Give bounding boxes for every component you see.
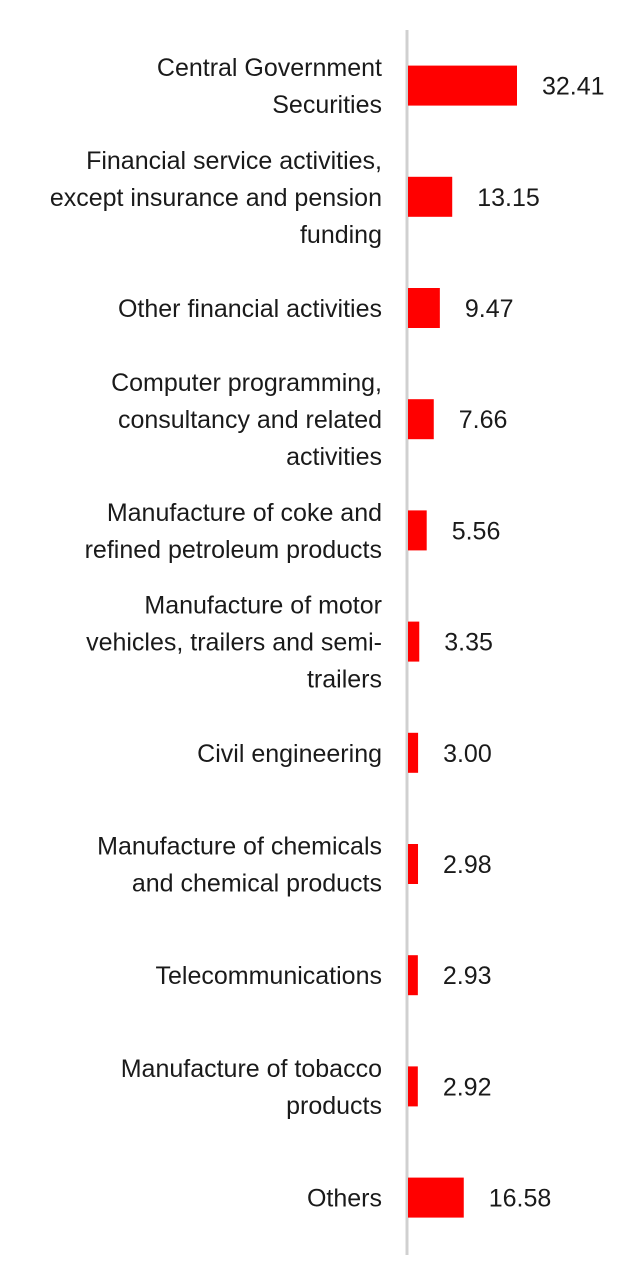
category-label: Other financial activities xyxy=(118,295,382,323)
category-label: Telecommunications xyxy=(156,962,383,990)
bars-group xyxy=(408,65,517,1218)
value-label: 3.00 xyxy=(443,740,492,768)
value-label: 16.58 xyxy=(489,1185,552,1213)
bar xyxy=(408,1066,418,1107)
bar xyxy=(408,399,434,440)
category-label-line: products xyxy=(286,1092,382,1120)
bar xyxy=(408,65,517,106)
bar xyxy=(408,955,418,996)
value-label: 7.66 xyxy=(459,406,508,434)
category-label: Others xyxy=(307,1185,382,1213)
category-label-line: Central Government xyxy=(157,54,382,82)
value-label: 5.56 xyxy=(452,517,501,545)
category-label-line: vehicles, trailers and semi- xyxy=(86,629,382,657)
bar xyxy=(408,844,419,884)
value-label: 2.98 xyxy=(443,851,492,879)
category-label-line: consultancy and related xyxy=(118,406,382,434)
bar xyxy=(408,176,453,217)
category-label: Computer programming, consultancy and rel… xyxy=(111,369,382,471)
category-label: Manufacture of tobacco products xyxy=(121,1055,382,1120)
category-label-line: Securities xyxy=(272,91,382,119)
category-label: Central Government Securities xyxy=(157,54,382,119)
bar xyxy=(408,1177,464,1218)
value-label: 9.47 xyxy=(465,295,514,323)
bar xyxy=(408,510,427,551)
category-label: Civil engineering xyxy=(197,740,382,768)
category-label-line: Financial service activities, xyxy=(86,147,382,175)
value-label: 32.41 xyxy=(542,73,605,101)
category-label: Manufacture of chemicals and chemical pro… xyxy=(97,833,382,898)
category-label-line: Civil engineering xyxy=(197,740,382,768)
bar xyxy=(408,288,440,328)
category-label-line: Telecommunications xyxy=(156,962,383,990)
category-label-line: Manufacture of chemicals xyxy=(97,833,382,861)
category-label-line: and chemical products xyxy=(132,870,382,898)
value-label: 13.15 xyxy=(477,184,540,212)
category-label-line: Manufacture of motor xyxy=(144,592,382,620)
category-label-line: Others xyxy=(307,1185,382,1213)
category-label-line: except insurance and pension xyxy=(50,184,382,212)
value-label: 2.92 xyxy=(443,1073,492,1101)
category-label-line: activities xyxy=(286,443,382,471)
category-labels-group: Central Government Securities Financial se… xyxy=(50,54,383,1213)
value-labels-group: 32.41 13.15 9.47 7.66 5.56 3.35 3.00 2.98 2.93 2.… xyxy=(443,73,605,1213)
bar xyxy=(408,621,420,662)
category-label-line: Manufacture of coke and xyxy=(107,499,382,527)
category-label-line: Manufacture of tobacco xyxy=(121,1055,382,1083)
category-label: Manufacture of motor vehicles, trailers a… xyxy=(86,592,382,694)
category-label-line: funding xyxy=(300,221,382,249)
category-label-line: refined petroleum products xyxy=(85,536,382,564)
category-label-line: Computer programming, xyxy=(111,369,382,397)
category-label-line: trailers xyxy=(307,666,382,694)
category-label-line: Other financial activities xyxy=(118,295,382,323)
bar xyxy=(408,732,419,773)
category-label: Financial service activities, except insu… xyxy=(50,147,382,249)
value-label: 2.93 xyxy=(443,962,492,990)
value-label: 3.35 xyxy=(444,629,493,657)
category-label: Manufacture of coke and refined petroleum… xyxy=(85,499,382,564)
